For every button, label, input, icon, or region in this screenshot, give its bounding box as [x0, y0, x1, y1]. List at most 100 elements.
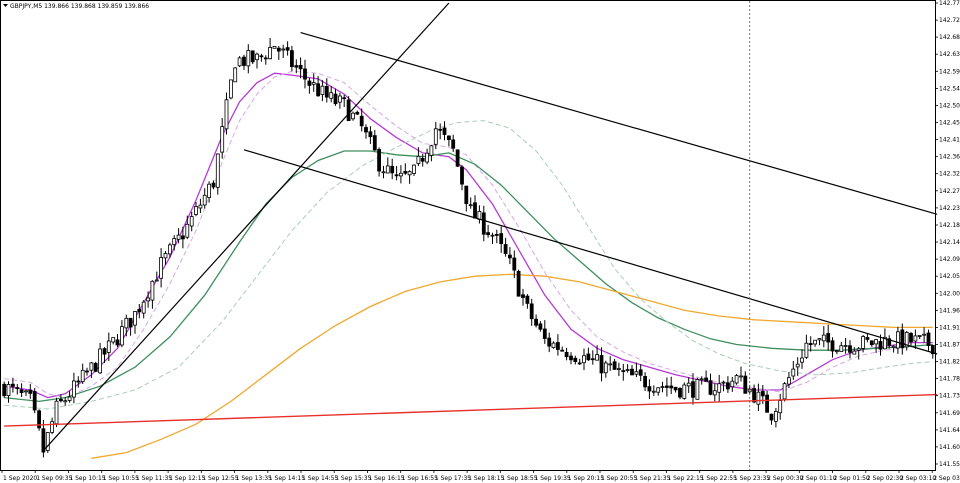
channel-lower-line[interactable] [243, 149, 938, 355]
candle [891, 344, 896, 353]
candle [835, 349, 839, 355]
time-tick-label: 1 Sep 18:15 [468, 475, 504, 482]
candle [59, 394, 63, 403]
candle [93, 361, 98, 373]
candle [359, 108, 364, 132]
ma-line-3 [4, 150, 933, 403]
candle [137, 304, 142, 319]
price-tick-label: 142.185 [939, 222, 960, 229]
candle [72, 372, 76, 404]
support-line[interactable] [4, 393, 938, 427]
candle [708, 373, 713, 396]
candle [542, 320, 547, 344]
price-tick-label: 142.455 [939, 120, 960, 127]
price-tick-label: 142.545 [939, 85, 960, 92]
candle [617, 362, 621, 376]
candle [665, 377, 669, 397]
candle [390, 158, 395, 180]
candle [791, 361, 796, 380]
candle [896, 326, 900, 354]
candle [63, 397, 68, 406]
ma-line-4 [4, 120, 933, 410]
candle [420, 154, 425, 167]
time-tick-label: 1 Sep 2020 [3, 475, 37, 482]
candle [538, 321, 543, 332]
price-tick-label: 142.590 [939, 68, 960, 75]
time-tick-label: 1 Sep 20:15 [568, 475, 604, 482]
dropdown-triangle-icon[interactable] [3, 4, 8, 7]
trend-lines[interactable] [4, 2, 938, 452]
candle [516, 269, 521, 297]
candle [686, 377, 691, 393]
candle [721, 380, 726, 392]
candle [499, 226, 504, 253]
candle [220, 118, 225, 159]
candle [909, 332, 913, 346]
candle [726, 376, 730, 393]
price-axis[interactable]: 142.770 142.725 142.680 142.635 142.590 142.5… [935, 0, 960, 468]
candle [704, 370, 708, 382]
candle [394, 166, 399, 181]
candle [817, 338, 822, 346]
candle [651, 385, 656, 396]
candle [124, 314, 129, 337]
price-tick-label: 141.780 [939, 376, 960, 383]
candle [673, 386, 678, 393]
price-tick-label: 141.825 [939, 359, 960, 366]
candle [599, 347, 604, 382]
candle [154, 271, 159, 282]
candle [202, 188, 207, 209]
candle [50, 417, 54, 435]
candle [141, 300, 146, 319]
price-tick-label: 141.870 [939, 342, 960, 349]
price-tick-label: 142.365 [939, 154, 960, 161]
candle [861, 335, 865, 353]
candle [930, 344, 935, 359]
candle [416, 147, 421, 167]
candle [647, 379, 652, 399]
time-tick-label: 1 Sep 18:55 [501, 475, 537, 482]
candle [41, 419, 46, 458]
price-tick-label: 142.050 [939, 273, 960, 280]
candle [285, 41, 290, 56]
candle [712, 383, 717, 402]
candle [586, 347, 591, 361]
candle [804, 334, 809, 359]
candle [133, 311, 137, 334]
candle [521, 288, 525, 306]
candle [813, 339, 817, 347]
candle [551, 341, 556, 349]
candle [743, 371, 748, 394]
candle [525, 294, 530, 309]
candle [311, 73, 316, 92]
candle [342, 94, 347, 107]
candle [281, 44, 286, 58]
time-tick-label: 2 Sep 00:30 [767, 475, 803, 482]
price-tick-label: 141.690 [939, 410, 960, 417]
candle [869, 340, 874, 347]
candle [224, 92, 229, 135]
time-tick-label: 1 Sep 21:35 [634, 475, 670, 482]
candle [176, 228, 181, 244]
candle [643, 372, 647, 391]
candle [398, 165, 403, 184]
candle [198, 198, 203, 213]
trend-line[interactable] [42, 2, 450, 452]
candle [560, 346, 565, 352]
candle [272, 46, 277, 49]
candle [355, 110, 360, 116]
candle [85, 367, 89, 376]
candle [577, 358, 582, 365]
candle [237, 56, 242, 68]
time-tick-label: 1 Sep 11:35 [136, 475, 172, 482]
candle [730, 377, 735, 392]
candle [481, 205, 486, 242]
channel-upper-line[interactable] [300, 32, 938, 215]
time-tick-label: 1 Sep 12:55 [202, 475, 238, 482]
candle [826, 324, 831, 351]
candle [808, 336, 813, 352]
candle [54, 397, 59, 427]
